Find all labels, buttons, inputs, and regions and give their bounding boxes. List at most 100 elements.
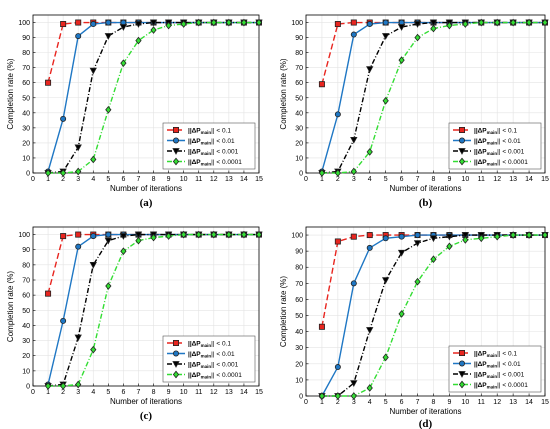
legend-entry: ||ΔPmain|| < 0.01: [474, 361, 521, 369]
data-point: [334, 169, 341, 177]
x-tick-label: 13: [509, 176, 517, 183]
data-point: [413, 240, 422, 247]
data-point: [510, 231, 517, 239]
data-point: [334, 238, 341, 245]
data-point: [60, 169, 67, 177]
data-point: [75, 167, 82, 176]
data-point: [240, 230, 248, 239]
x-tick-label: 12: [210, 176, 218, 183]
data-point: [45, 290, 52, 297]
legend: ||ΔPmain|| < 0.1 ||ΔPmain|| < 0.01 ||ΔPmai…: [448, 122, 542, 170]
data-point: [414, 232, 421, 239]
plot-area-frame: [32, 226, 260, 387]
x-tick-label: 4: [368, 176, 372, 183]
data-point: [430, 255, 437, 264]
data-point: [240, 18, 248, 27]
data-point: [510, 18, 517, 27]
data-point: [446, 242, 453, 251]
x-tick-label: 14: [240, 389, 248, 396]
x-tick-label: 15: [541, 176, 549, 183]
y-tick-label: 0: [299, 394, 303, 401]
series-line: [48, 233, 259, 387]
legend-entry: ||ΔPmain|| < 0.0001: [188, 159, 242, 167]
panel-label: (d): [419, 418, 433, 429]
legend-marker: [172, 350, 179, 357]
data-point: [225, 18, 232, 27]
data-point: [350, 31, 357, 38]
x-tick-label: 11: [195, 176, 202, 183]
x-tick-label: 0: [304, 399, 308, 406]
legend-marker: [458, 360, 465, 367]
y-tick-label: 60: [295, 297, 303, 304]
x-tick-label: 2: [61, 176, 65, 183]
legend-marker: [172, 339, 179, 346]
data-point: [334, 111, 341, 118]
data-point: [494, 232, 501, 241]
y-tick-label: 20: [22, 140, 30, 147]
y-tick-label: 50: [295, 313, 303, 320]
x-tick-label: 7: [416, 176, 420, 183]
y-tick-label: 10: [22, 155, 30, 162]
legend-marker: [172, 361, 180, 368]
data-point: [414, 33, 421, 42]
data-point: [494, 18, 501, 27]
data-point: [165, 21, 172, 30]
data-point: [119, 24, 128, 31]
legend-marker: [458, 349, 465, 356]
y-tick-label: 40: [22, 110, 30, 117]
data-point: [44, 382, 52, 390]
data-point: [525, 18, 533, 27]
legend-entry: ||ΔPmain|| < 0.1: [474, 350, 517, 358]
x-axis-label: Number of iterations: [110, 397, 182, 406]
data-point: [350, 392, 357, 400]
x-tick-label: 9: [167, 389, 171, 396]
data-point: [350, 233, 357, 240]
data-point: [429, 235, 438, 243]
y-tick-label: 90: [22, 35, 30, 42]
legend-entry: ||ΔPmain|| < 0.001: [188, 361, 239, 369]
x-tick-label: 2: [61, 389, 65, 396]
x-tick-label: 10: [461, 176, 469, 183]
legend-entry: ||ΔPmain|| < 0.01: [188, 138, 235, 146]
data-point: [397, 249, 406, 257]
data-point: [382, 235, 389, 242]
data-point: [414, 277, 421, 286]
x-tick-label: 3: [352, 176, 356, 183]
data-point: [255, 18, 263, 27]
data-point: [382, 96, 389, 105]
data-point: [90, 345, 97, 354]
data-point: [462, 20, 469, 28]
data-point: [150, 233, 157, 242]
y-tick-label: 100: [291, 20, 303, 27]
data-point: [478, 18, 485, 27]
data-point: [105, 282, 112, 290]
x-tick-label: 6: [400, 176, 404, 183]
legend-marker: [458, 137, 465, 144]
data-point: [350, 280, 357, 287]
panel-label: (a): [140, 197, 153, 209]
data-point: [366, 21, 373, 28]
legend-marker: [458, 148, 466, 155]
x-tick-label: 1: [46, 176, 50, 183]
x-tick-label: 8: [432, 399, 436, 406]
data-point: [60, 382, 67, 390]
series-line: [48, 21, 259, 174]
x-tick-label: 15: [255, 176, 263, 183]
x-tick-label: 3: [352, 399, 356, 406]
x-axis-label: Number of iterations: [389, 184, 461, 193]
y-tick-label: 40: [295, 329, 303, 336]
y-tick-label: 80: [295, 265, 303, 272]
series-4: [318, 18, 549, 177]
data-point: [89, 261, 97, 269]
y-tick-label: 100: [18, 232, 30, 239]
y-tick-label: 30: [295, 345, 303, 352]
x-tick-label: 11: [195, 389, 202, 396]
series-4: [44, 18, 263, 177]
legend-marker: [172, 148, 180, 155]
y-tick-label: 30: [295, 125, 303, 132]
legend: ||ΔPmain|| < 0.1 ||ΔPmain|| < 0.01 ||ΔPmai…: [162, 122, 256, 170]
legend-entry: ||ΔPmain|| < 0.01: [474, 138, 521, 146]
data-point: [75, 243, 82, 250]
data-point: [104, 33, 113, 40]
